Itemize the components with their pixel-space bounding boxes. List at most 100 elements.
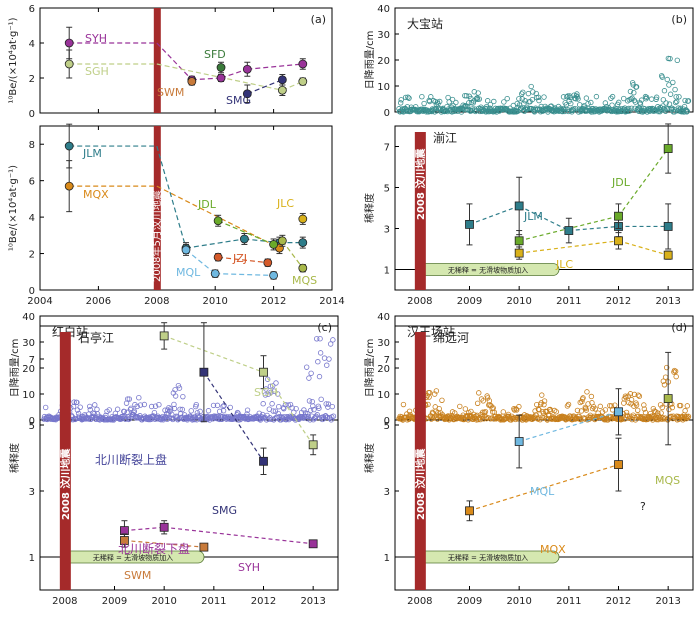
rain-point — [463, 93, 470, 99]
rain-point — [486, 108, 493, 115]
rain-point — [171, 401, 177, 408]
rain-point — [608, 403, 615, 409]
y-axis-label: 日降雨量/cm — [363, 339, 376, 398]
rain-point — [575, 96, 581, 102]
rain-point — [633, 402, 640, 408]
x-tick-label: 2009 — [457, 296, 482, 307]
rain-point — [655, 410, 661, 416]
rain-point — [663, 364, 670, 371]
rain-point — [330, 413, 337, 419]
rain-point — [474, 400, 481, 406]
data-point-jlc — [614, 236, 623, 246]
rain-point — [171, 405, 178, 412]
rain-point — [536, 97, 542, 104]
rain-point — [278, 414, 285, 420]
data-point-smg — [242, 89, 252, 99]
rain-point — [663, 100, 669, 106]
annotation-footwall: 北川断裂下盘 — [118, 541, 190, 556]
series-label-mqs: MQS — [292, 274, 317, 287]
rain-point — [500, 409, 506, 415]
panel-label: (a) — [311, 13, 326, 26]
series-dashed-line — [203, 371, 264, 462]
rain-point — [653, 94, 660, 100]
earthquake-bar — [414, 132, 426, 290]
y-tick-label: 4 — [29, 39, 35, 50]
rain-point — [268, 416, 275, 423]
rain-point — [476, 96, 483, 102]
rain-point — [269, 401, 275, 407]
rain-point — [317, 350, 324, 356]
rain-point — [307, 407, 314, 414]
rain-point — [585, 100, 591, 107]
rain-point — [176, 385, 183, 391]
rain-point — [301, 407, 307, 413]
rain-point — [275, 410, 281, 417]
rain-point — [609, 102, 615, 108]
rain-point — [433, 388, 440, 394]
rain-point — [491, 98, 497, 105]
rain-point — [306, 375, 312, 381]
rain-point — [104, 417, 111, 423]
rain-point — [642, 409, 649, 416]
rain-point — [662, 374, 669, 380]
x-tick-label: 2013 — [655, 296, 680, 307]
rain-point — [628, 397, 635, 403]
rain-point — [616, 99, 622, 106]
data-point-swm — [120, 536, 129, 545]
rain-point — [126, 396, 133, 402]
rain-point — [564, 403, 571, 409]
x-tick-label: 2012 — [251, 596, 276, 607]
rain-point — [657, 108, 663, 115]
rain-point — [535, 94, 542, 101]
rain-point — [666, 82, 672, 88]
rain-point — [193, 401, 199, 408]
rain-point — [631, 90, 637, 96]
y-axis-label: 稀释度 — [363, 443, 376, 473]
no-dilution-label: 无稀释 = 无滑坡物质加入 — [448, 266, 528, 275]
rain-point — [256, 410, 262, 416]
rain-point — [124, 396, 131, 402]
rain-point — [172, 393, 179, 399]
rain-point — [439, 397, 445, 403]
rain-point — [684, 109, 690, 115]
rain-point — [516, 403, 522, 410]
rain-point — [583, 407, 590, 413]
no-dilution-label: 无稀释 = 无滑坡物质加入 — [448, 553, 528, 562]
series-dashed-line — [156, 145, 187, 249]
rain-point — [475, 90, 481, 96]
plot-frame-d2 — [394, 325, 694, 591]
x-tick-label: 2013 — [655, 596, 680, 607]
rain-point — [305, 413, 312, 420]
rain-point — [167, 408, 173, 415]
rain-point — [487, 101, 494, 108]
rain-point — [588, 414, 594, 420]
y-tick-label: 7 — [29, 355, 35, 366]
rain-point — [468, 408, 474, 415]
data-point-jzj — [213, 252, 223, 262]
y-tick-label: 2 — [29, 74, 35, 85]
rain-point — [481, 409, 488, 416]
rain-point — [642, 93, 649, 100]
rain-point — [87, 406, 93, 413]
series-dashed-line — [263, 371, 314, 446]
rain-point — [325, 401, 332, 407]
rain-point — [627, 88, 634, 95]
y-tick-label: 3 — [384, 487, 390, 498]
y-tick-label: 20 — [377, 56, 390, 67]
rain-point — [311, 406, 317, 413]
rain-point — [569, 109, 575, 115]
rainfall-series — [396, 55, 692, 115]
y-axis-label: ¹⁰Be/(×10⁴at·g⁻¹) — [8, 17, 19, 103]
x-tick-label: 2010 — [506, 296, 531, 307]
data-point-jdl — [213, 216, 223, 226]
data-point-sgh — [277, 85, 287, 95]
x-tick-label: 2008 — [52, 596, 77, 607]
rain-point — [643, 94, 650, 100]
data-point-mql — [210, 269, 220, 279]
rain-point — [172, 387, 178, 393]
rain-point — [114, 406, 121, 412]
series-dashed-line — [247, 79, 283, 95]
y-tick-label: 0 — [29, 416, 35, 427]
rain-point — [648, 96, 655, 102]
series-label-jdl: JDL — [611, 176, 631, 189]
